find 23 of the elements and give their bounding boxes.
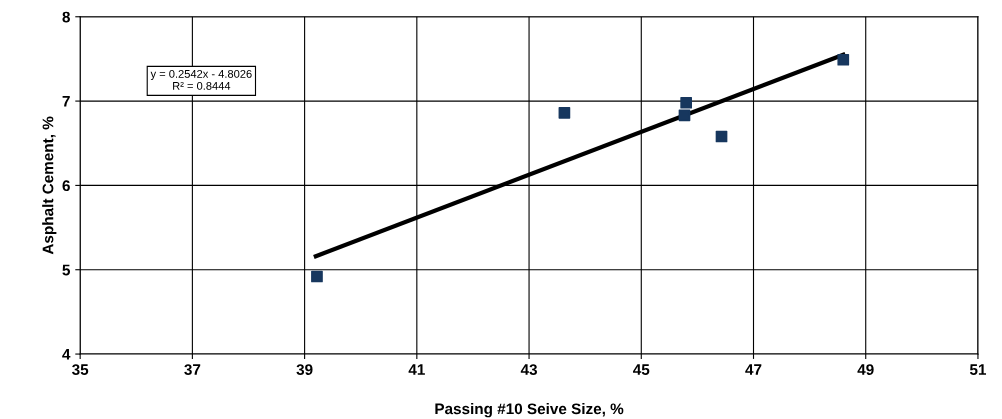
annotation: y = 0.2542x - 4.8026 R² = 0.8444 [150, 69, 252, 90]
x-tick-label: 45 [633, 364, 650, 375]
point [311, 270, 323, 283]
x-tick-label: 35 [72, 364, 89, 376]
point [680, 96, 693, 109]
x-axis-title: Passing #10 Seive Size, % [435, 403, 624, 418]
point [715, 130, 728, 143]
y-tick-label: 4 [62, 349, 71, 360]
point [558, 107, 571, 119]
y-tick-label: 8 [62, 11, 70, 23]
y-tick-label: 7 [62, 96, 70, 107]
point [678, 109, 691, 122]
x-tick-label: 39 [296, 364, 313, 376]
x-tick-label: 51 [969, 364, 987, 375]
y-axis-title: Asphalt Cement, % [42, 116, 57, 255]
x-tick-label: 49 [857, 364, 874, 375]
x-tick-label: 41 [408, 364, 425, 375]
y-tick-label: 6 [62, 180, 70, 192]
x-tick-label: 37 [184, 364, 201, 376]
x-tick-label: 47 [745, 364, 762, 375]
x-tick-label: 43 [520, 364, 537, 376]
point [837, 53, 850, 66]
y-tick-label: 5 [62, 264, 71, 276]
